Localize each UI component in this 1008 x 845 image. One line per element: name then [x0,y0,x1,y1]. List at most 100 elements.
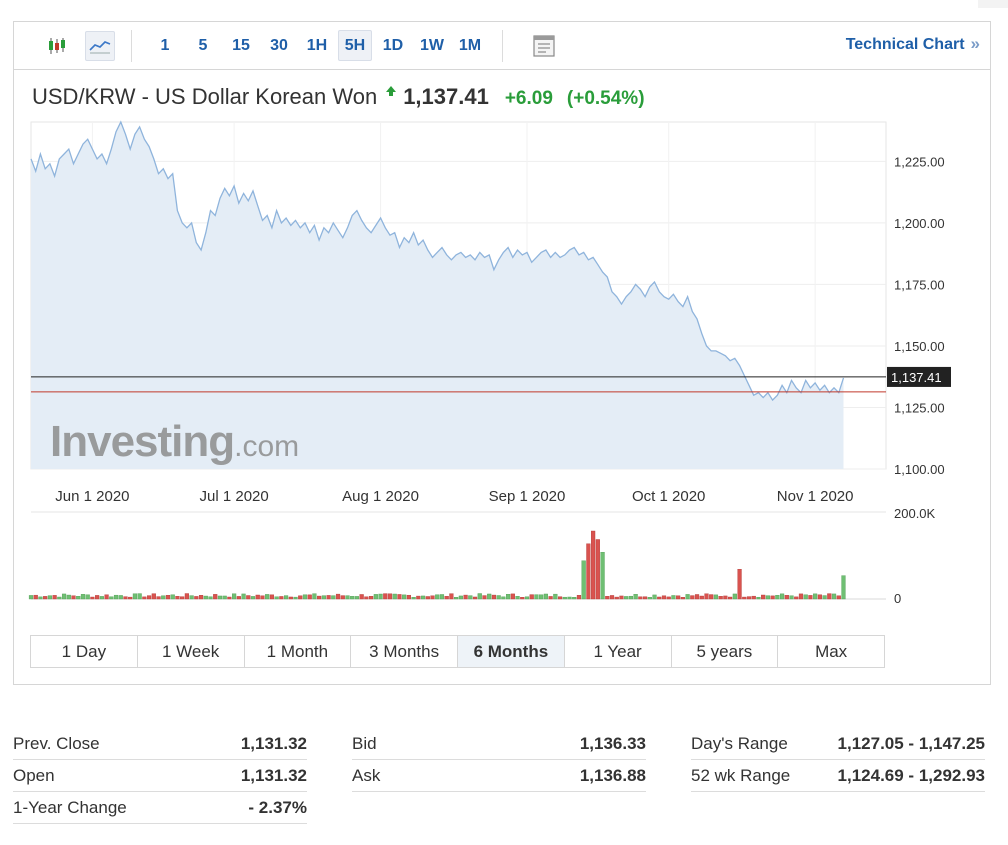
interval-5h[interactable]: 5H [338,30,372,61]
volume-bar [822,595,827,600]
candlestick-icon[interactable] [42,31,72,61]
x-tick-label: Aug 1 2020 [342,488,419,505]
volume-bar [331,595,336,600]
volume-bar [132,593,138,600]
volume-bar [761,594,766,600]
volume-bar [411,597,416,600]
volume-bar [463,594,468,600]
volume-bar [57,596,62,600]
interval-15[interactable]: 15 [232,37,250,54]
stat-value: 1,136.88 [579,765,646,785]
volume-bar [335,593,341,600]
volume-bar [699,595,704,600]
area-chart-icon[interactable] [85,31,115,61]
volume-bar [109,596,114,600]
volume-bar [657,596,662,600]
volume-bar [449,593,454,600]
stat-label: 52 wk Range [691,765,791,785]
volume-bar [66,594,71,600]
volume-bar [213,594,218,600]
volume-bar [742,596,747,600]
volume-bar [836,595,841,600]
range-tab-1-week[interactable]: 1 Week [138,636,245,667]
volume-bar [572,597,577,600]
x-tick-label: Jun 1 2020 [55,488,129,505]
volume-bar [827,593,832,600]
chart-toolbar: 1 5 15 30 1H 5H 1D 1W 1M Technical Chart… [14,22,990,70]
volume-bar [402,594,407,600]
volume-bar [255,594,260,600]
volume-bar [156,596,161,600]
range-tab-max[interactable]: Max [815,641,848,661]
layout-icon[interactable] [529,31,559,61]
stats-column-2: Bid 1,136.33 Ask 1,136.88 [352,728,646,792]
volume-bar [52,595,57,600]
volume-bar [647,597,652,600]
interval-30[interactable]: 30 [270,37,288,54]
volume-bar [161,595,166,600]
volume-bar [222,595,227,600]
interval-1m[interactable]: 1M [458,37,482,54]
volume-bar [118,595,123,600]
volume-bar [543,593,548,600]
volume-bar [477,593,482,600]
instrument-name: USD/KRW - US Dollar Korean Won [32,84,378,109]
volume-bar [444,596,449,600]
stat-row-open: Open 1,131.32 [13,760,307,792]
volume-bar [496,595,501,600]
stat-label: Prev. Close [13,733,100,753]
volume-bar [194,596,199,600]
volume-bar [609,595,615,600]
range-tab-1-year[interactable]: 1 Year [565,636,672,667]
x-tick-label: Jul 1 2020 [200,488,269,505]
volume-bar [671,595,676,600]
volume-y-tick-label: 200.0K [894,506,936,521]
price-chart[interactable]: 1,225.00 1,200.00 1,175.00 1,150.00 1,125.00… [14,22,990,622]
range-tab-1-day[interactable]: 1 Day [31,636,138,667]
interval-5[interactable]: 5 [198,37,208,54]
volume-bar [340,595,345,600]
interval-1[interactable]: 1 [160,37,170,54]
volume-bar [562,596,567,600]
interval-1w[interactable]: 1W [420,37,444,54]
volume-bar [591,530,596,600]
stat-row-prev-close: Prev. Close 1,131.32 [13,728,307,760]
volume-bar [704,593,709,600]
range-tab-3-months[interactable]: 3 Months [351,636,458,667]
volume-bar [803,594,808,600]
volume-bar [666,596,671,600]
volume-bar [236,596,241,600]
toolbar-separator [131,30,132,62]
volume-bar [652,594,657,600]
volume-bar [694,594,700,600]
volume-bar [737,569,742,600]
range-tab-5-years[interactable]: 5 years [672,636,779,667]
y-tick-label: 1,225.00 [894,154,945,169]
volume-bar [142,596,147,600]
volume-bar [680,597,685,600]
technical-chart-link[interactable]: Technical Chart » [846,34,980,54]
interval-1h[interactable]: 1H [306,37,328,54]
volume-bar [614,596,619,600]
stat-value: 1,131.32 [240,733,307,753]
stat-label: 1-Year Change [13,797,127,817]
volume-bar [99,596,104,600]
stat-row-1-year-change: 1-Year Change - 2.37% [13,792,307,824]
volume-bar [317,595,322,600]
volume-bar [435,594,440,600]
volume-bar [170,594,175,600]
range-tab-6-months[interactable]: 6 Months [458,636,565,667]
volume-bar [732,593,737,600]
volume-bar [557,596,563,600]
range-tab-1-month[interactable]: 1 Month [245,636,352,667]
volume-bar [600,552,605,600]
volume-bar [283,595,289,600]
volume-bar [232,593,237,600]
volume-bar [775,595,780,600]
volume-bar [298,595,303,600]
stat-label: Bid [352,733,377,753]
volume-bar [61,593,67,600]
interval-1d[interactable]: 1D [382,37,404,54]
stat-label: Day's Range [691,733,788,753]
stat-label: Ask [352,765,381,785]
